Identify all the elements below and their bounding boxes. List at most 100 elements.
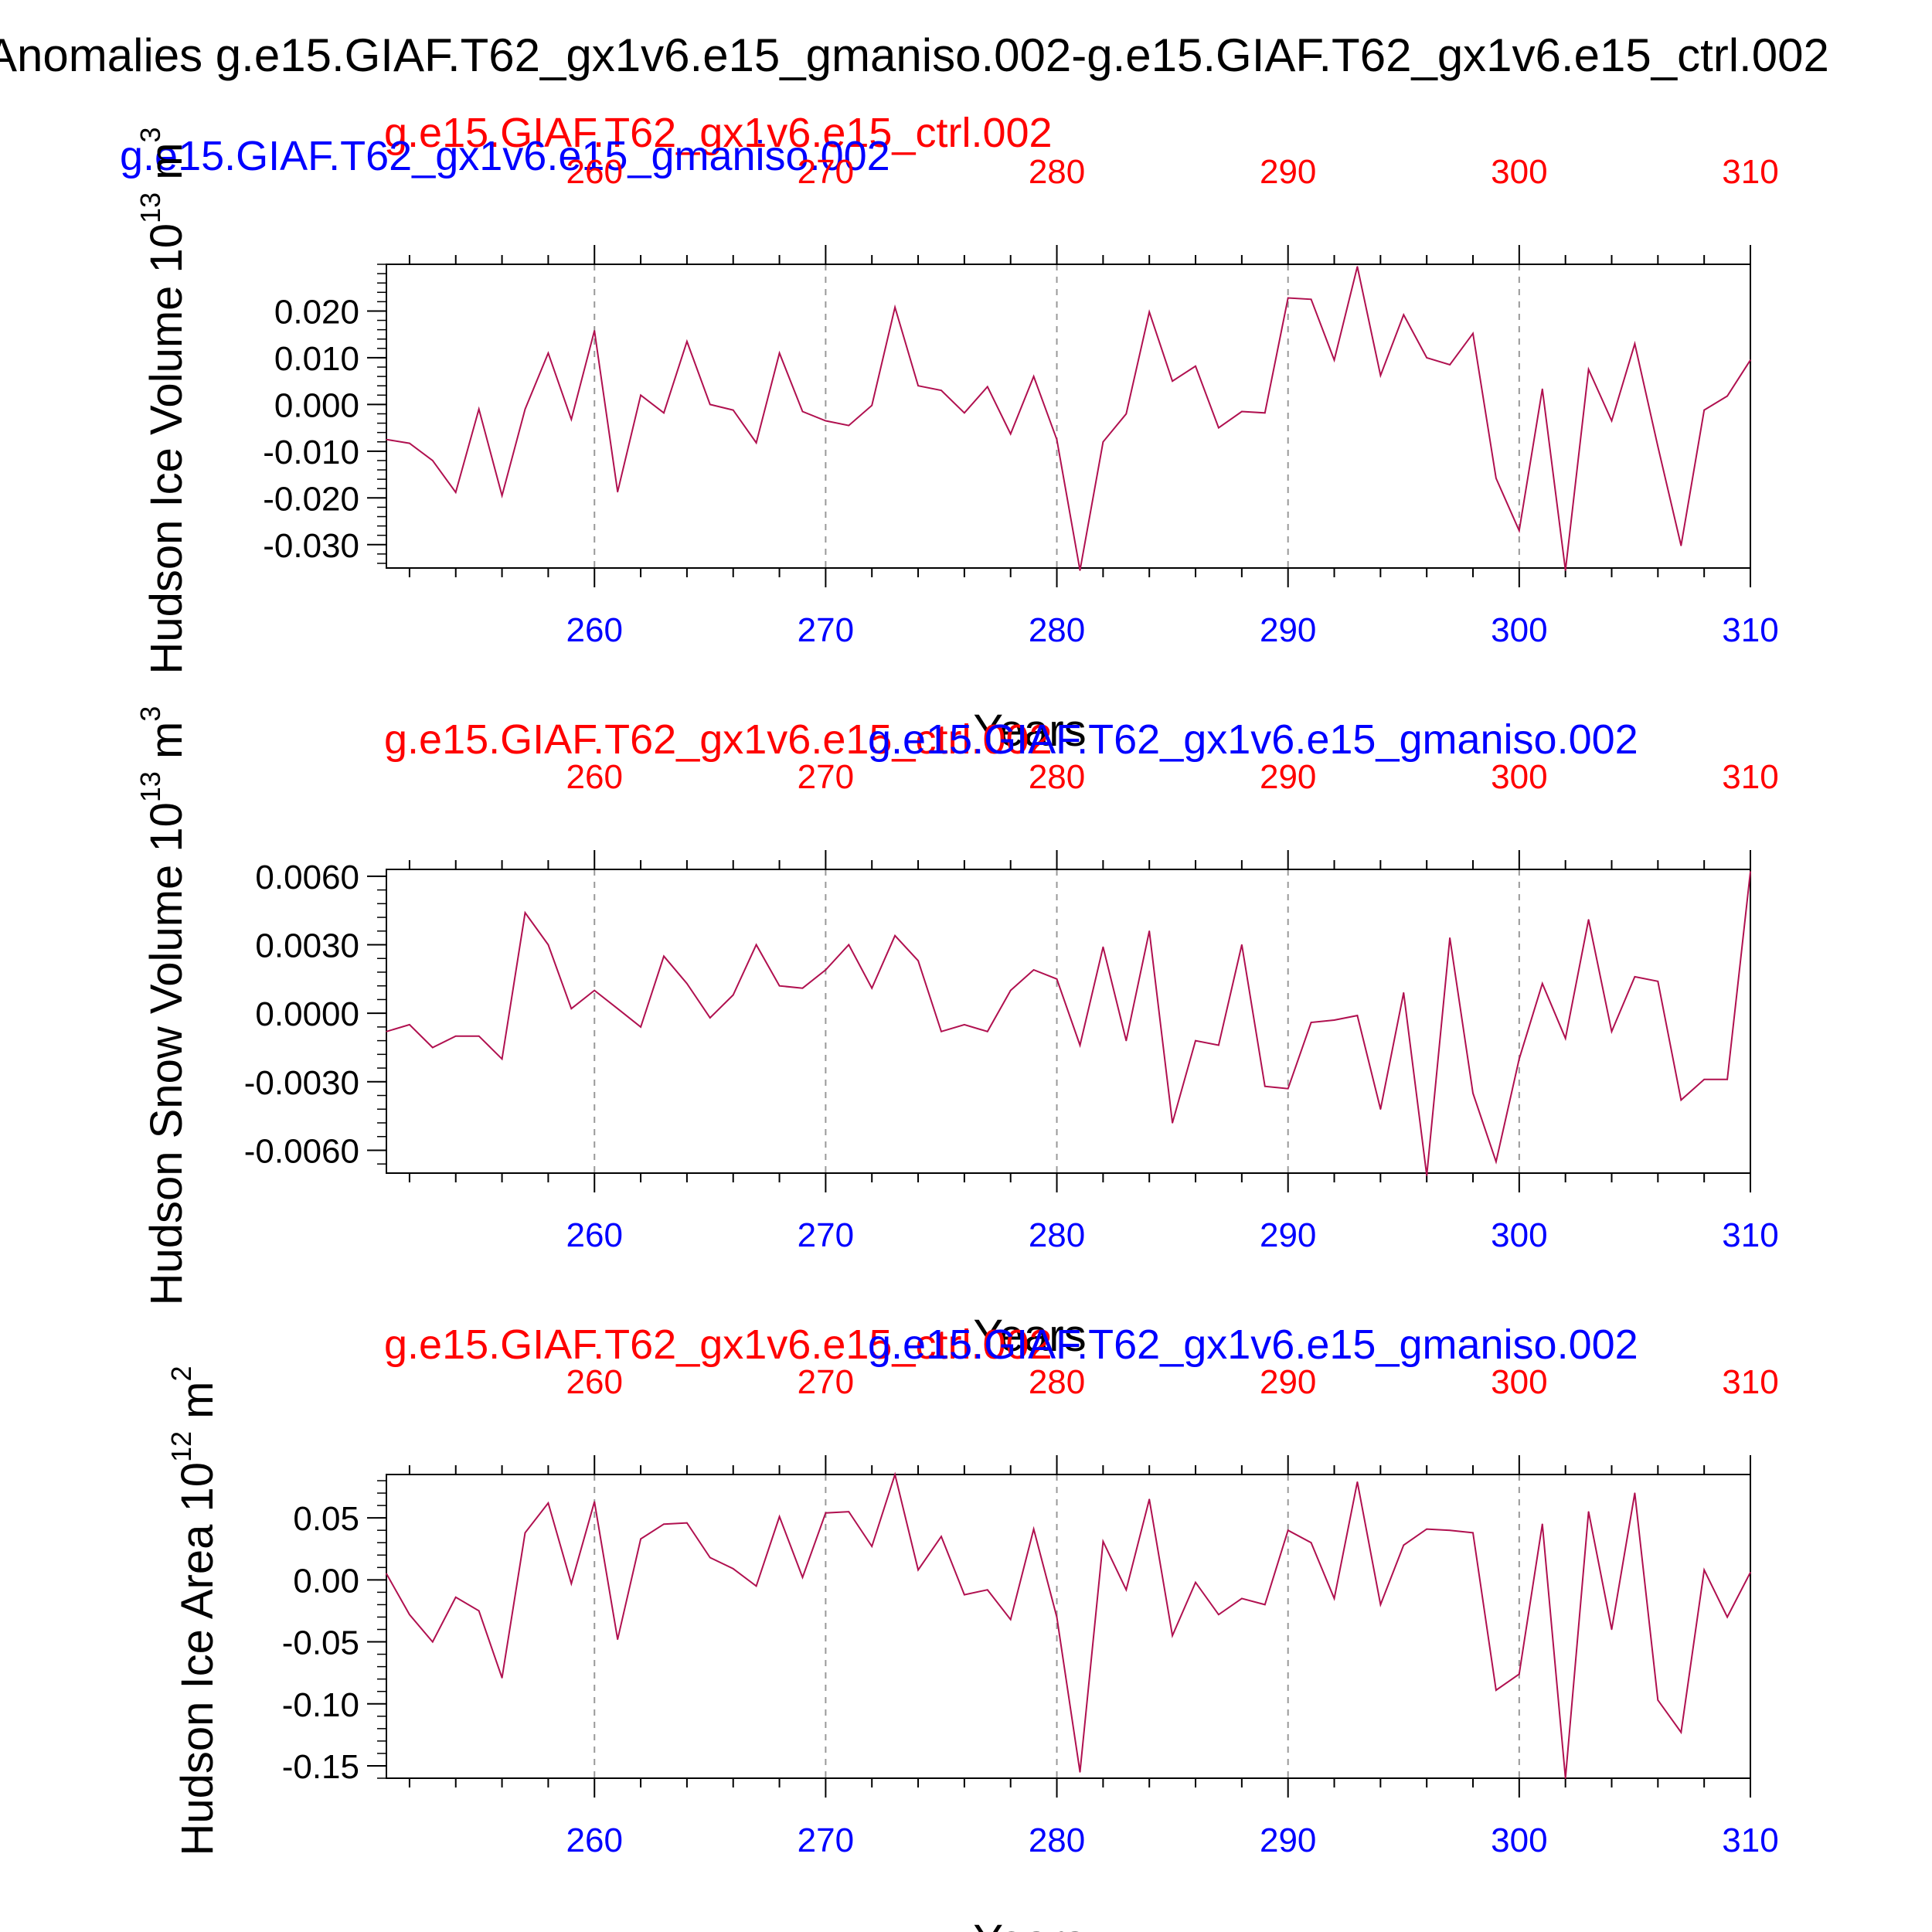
data-point	[1032, 1528, 1035, 1530]
y-tick-label: 0.000	[274, 386, 359, 424]
data-point	[1726, 395, 1728, 397]
x-tick-label-top: 270	[798, 758, 854, 796]
y-axis-label: Hudson Ice Area 1012 m2	[165, 1366, 223, 1856]
data-point	[1102, 440, 1104, 443]
data-point	[1564, 570, 1566, 571]
data-point	[1750, 359, 1751, 361]
y-tick-label: -0.010	[263, 434, 359, 471]
y-tick-label: 0.010	[274, 340, 359, 378]
y-tick-label: -0.020	[263, 480, 359, 518]
x-tick-label-bottom: 280	[1029, 1821, 1085, 1859]
data-point	[1680, 545, 1682, 546]
data-point	[1125, 1589, 1128, 1590]
y-tick-label: 0.05	[293, 1500, 359, 1538]
data-point	[1264, 412, 1266, 414]
x-tick-label-top: 270	[798, 1363, 854, 1401]
x-tick-label-bottom: 290	[1260, 1216, 1316, 1254]
y-axis-label: Hudson Ice Volume 1013 m3	[134, 127, 192, 674]
data-point	[1079, 570, 1081, 571]
y-tick-label: 0.0000	[255, 995, 359, 1033]
data-point	[755, 442, 757, 444]
data-point	[1032, 969, 1035, 971]
data-point	[640, 1538, 641, 1540]
data-point	[1172, 380, 1173, 382]
data-point	[940, 389, 942, 392]
top-label-red: g.e15.GIAF.T62_gx1v6.e15_ctrl.002	[384, 716, 1053, 763]
data-point	[1009, 433, 1012, 435]
data-point	[594, 989, 596, 992]
top-label-red: g.e15.GIAF.T62_gx1v6.e15_ctrl.002	[384, 110, 1053, 156]
x-tick-label-top: 260	[566, 758, 623, 796]
data-point	[709, 1556, 711, 1559]
data-point	[801, 410, 804, 413]
x-tick-label-bottom: 270	[798, 1216, 854, 1254]
plot-frame	[386, 1474, 1751, 1779]
figure-title: Anomalies g.e15.GIAF.T62_gx1v6.e15_gmani…	[0, 29, 1829, 81]
x-tick-label-top: 280	[1029, 153, 1085, 191]
data-point	[1102, 946, 1104, 948]
data-point	[1241, 944, 1243, 946]
data-point	[1079, 1771, 1081, 1773]
data-point	[940, 1030, 942, 1032]
data-point	[409, 1614, 410, 1616]
data-point	[1356, 1481, 1359, 1483]
x-tick-label-bottom: 260	[566, 1216, 623, 1254]
data-point	[617, 1638, 618, 1641]
x-tick-label-bottom: 310	[1722, 1216, 1778, 1254]
data-point	[1472, 332, 1474, 335]
data-point	[778, 985, 781, 987]
data-point	[1634, 1492, 1636, 1494]
series-line	[386, 1471, 1751, 1779]
chart-panel-1: g.e15.GIAF.T62_gx1v6.e15_ctrl.002g.e15.G…	[120, 110, 1779, 756]
data-point	[386, 1030, 387, 1032]
data-point	[501, 1058, 503, 1060]
data-point	[1218, 427, 1219, 429]
data-point	[663, 955, 665, 957]
data-point	[732, 1568, 734, 1570]
y-tick-label: 0.0060	[255, 859, 359, 896]
data-point	[1379, 1604, 1382, 1606]
data-point	[432, 1641, 434, 1643]
data-point	[1541, 982, 1543, 985]
data-point	[1079, 1044, 1081, 1046]
y-tick-label: -0.15	[282, 1748, 359, 1786]
x-axis-label: Years	[973, 1311, 1086, 1361]
data-point	[986, 1030, 988, 1032]
data-point	[570, 1008, 573, 1010]
data-point	[1056, 1616, 1058, 1618]
y-tick-label: -0.10	[282, 1686, 359, 1724]
data-point	[1541, 388, 1543, 390]
data-point	[778, 1515, 781, 1518]
data-point	[1148, 311, 1151, 313]
data-point	[501, 1677, 503, 1679]
y-tick-label: -0.0060	[244, 1132, 359, 1170]
data-point	[1611, 1628, 1613, 1631]
data-point	[617, 1008, 618, 1010]
data-point	[1195, 1581, 1196, 1583]
data-point	[432, 460, 434, 461]
data-point	[1264, 1604, 1266, 1606]
data-point	[1726, 1616, 1728, 1618]
data-point	[1218, 1614, 1219, 1616]
data-point	[1426, 357, 1427, 359]
data-point	[1449, 364, 1451, 366]
x-tick-label-top: 300	[1491, 758, 1547, 796]
data-point	[686, 340, 688, 342]
x-tick-label-bottom: 300	[1491, 611, 1547, 649]
data-point	[1102, 1540, 1104, 1543]
data-point	[1541, 1523, 1543, 1525]
x-tick-label-top: 290	[1260, 758, 1316, 796]
data-point	[1287, 1087, 1289, 1090]
data-point	[478, 1035, 480, 1037]
data-point	[686, 1522, 688, 1524]
top-label-blue: g.e15.GIAF.T62_gx1v6.e15_gmaniso.002	[868, 716, 1638, 763]
data-point	[1148, 1498, 1151, 1500]
x-tick-label-top: 260	[566, 1363, 623, 1401]
data-point	[478, 1610, 480, 1612]
data-point	[640, 394, 641, 396]
data-point	[570, 1583, 573, 1584]
y-tick-label: -0.0030	[244, 1064, 359, 1102]
data-point	[801, 1577, 804, 1578]
data-point	[1611, 420, 1613, 422]
data-point	[755, 944, 757, 946]
